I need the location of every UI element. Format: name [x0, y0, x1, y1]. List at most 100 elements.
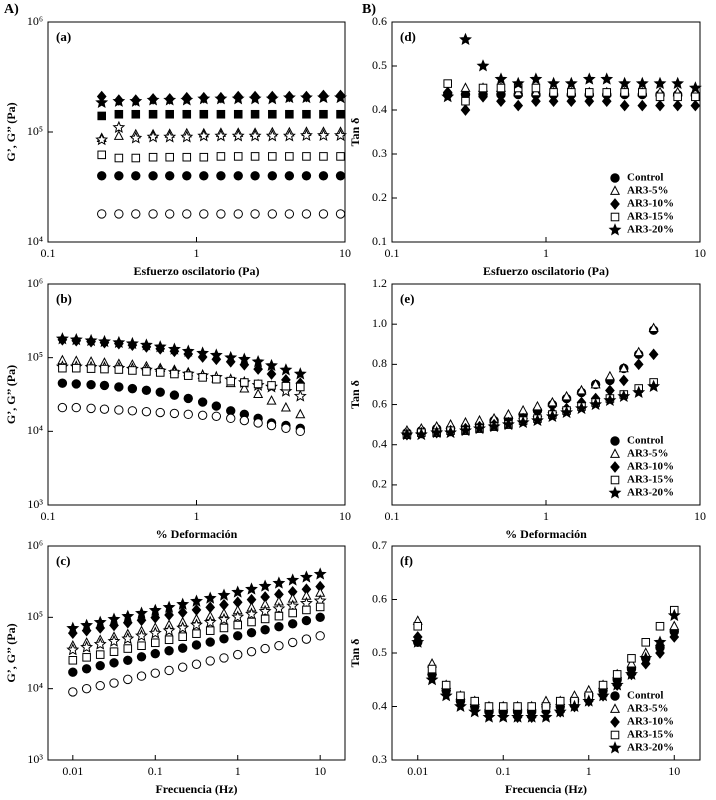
marker [231, 129, 245, 142]
x-tick-label: 10 [339, 246, 351, 260]
marker [274, 621, 284, 632]
marker [71, 379, 81, 389]
marker [125, 336, 139, 350]
marker [336, 152, 345, 161]
marker [567, 88, 576, 97]
marker [216, 171, 226, 181]
marker [503, 408, 514, 419]
marker [655, 621, 665, 631]
marker [131, 109, 141, 119]
marker [671, 76, 685, 90]
marker [226, 376, 236, 386]
marker [211, 401, 222, 411]
legend-marker [608, 223, 622, 236]
y-tick-label: 10⁵ [27, 124, 43, 138]
marker [146, 93, 160, 106]
marker [473, 421, 486, 435]
marker [197, 410, 208, 421]
y-tick-label: 1.0 [372, 316, 387, 330]
y-tick-label: 0.4 [372, 436, 387, 450]
marker [690, 99, 701, 112]
marker [131, 153, 141, 163]
marker [484, 702, 494, 711]
marker [136, 671, 147, 681]
marker [57, 402, 68, 413]
x-tick-label: 10 [314, 764, 326, 778]
marker [279, 363, 293, 376]
marker [214, 129, 228, 142]
marker [99, 404, 110, 414]
marker [295, 408, 306, 419]
x-tick-label: 0.1 [41, 509, 56, 523]
marker [246, 646, 257, 657]
y-tick-label: 0.1 [372, 234, 387, 248]
marker [411, 635, 425, 648]
marker [518, 404, 529, 415]
marker [617, 389, 631, 402]
marker [527, 702, 536, 711]
marker [217, 612, 231, 626]
marker [274, 641, 284, 651]
marker [496, 95, 506, 108]
legend-label: Control [627, 435, 663, 447]
marker [647, 379, 661, 392]
marker [248, 92, 262, 105]
marker [525, 710, 539, 723]
marker [114, 382, 124, 392]
marker [55, 332, 69, 345]
marker [443, 79, 452, 88]
marker [233, 209, 243, 219]
y-tick-label: 0.6 [372, 396, 387, 410]
marker [97, 111, 106, 121]
marker [197, 92, 211, 105]
marker [182, 209, 192, 219]
marker [95, 132, 109, 146]
y-axis-label: G’, G’’ (Pa) [4, 102, 18, 161]
legend-marker [608, 486, 622, 499]
marker [131, 209, 141, 219]
marker [250, 171, 260, 181]
marker [287, 637, 298, 648]
marker [627, 654, 636, 663]
marker [496, 83, 506, 93]
y-axis-label: Tan δ [348, 380, 362, 409]
x-tick-label: 0.1 [385, 509, 400, 523]
y-tick-label: 0.6 [372, 14, 387, 28]
marker [260, 625, 270, 635]
marker [335, 209, 346, 219]
marker [487, 419, 501, 433]
marker [648, 322, 659, 333]
marker [590, 378, 601, 389]
legend-label: AR3-5% [627, 703, 669, 715]
marker [541, 702, 551, 711]
marker [212, 374, 221, 384]
x-tick-label: 1 [586, 764, 592, 778]
marker [268, 109, 277, 119]
marker [233, 631, 243, 641]
marker [280, 401, 291, 412]
marker [203, 615, 217, 628]
legend-label: AR3-15% [627, 474, 674, 486]
y-tick-label: 0.8 [372, 356, 387, 370]
marker [655, 647, 665, 659]
legend-label: AR3-5% [627, 185, 669, 197]
marker [114, 171, 124, 181]
marker [547, 76, 561, 90]
marker [148, 109, 158, 119]
marker [165, 152, 174, 162]
marker [224, 350, 238, 364]
y-tick-label: 0.3 [372, 146, 387, 160]
y-tick-label: 0.2 [372, 477, 387, 491]
x-tick-label: 0.01 [62, 764, 83, 778]
legend-marker [608, 741, 622, 754]
marker [71, 363, 81, 373]
marker [183, 393, 193, 404]
marker [86, 403, 96, 414]
marker [219, 623, 229, 633]
marker [266, 368, 277, 380]
marker [169, 390, 180, 400]
marker [148, 152, 158, 162]
marker [114, 405, 124, 415]
marker [197, 129, 211, 142]
marker [281, 381, 291, 391]
